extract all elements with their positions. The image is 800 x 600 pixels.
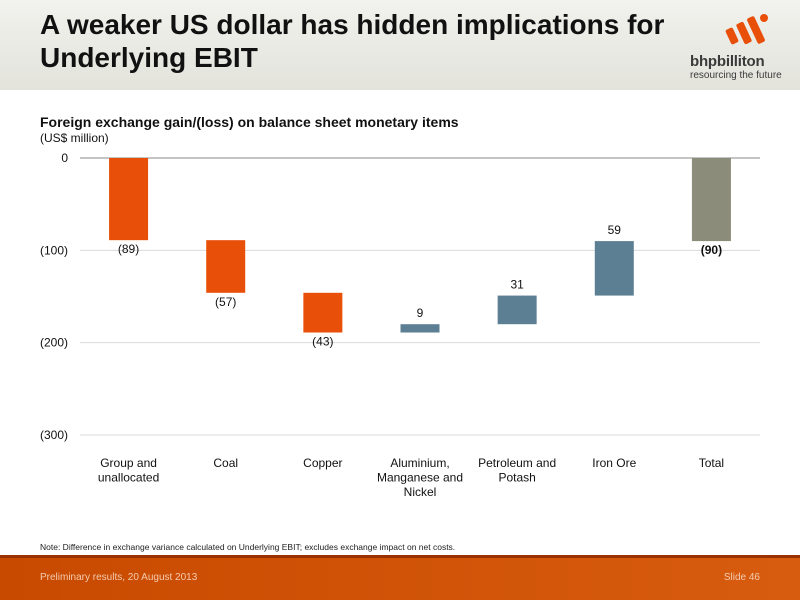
x-category-label: unallocated	[98, 471, 159, 485]
waterfall-bar	[109, 158, 149, 241]
logo-wordmark: bhpbilliton	[690, 53, 765, 70]
data-label: 59	[608, 223, 622, 237]
chart-units: (US$ million)	[40, 131, 109, 145]
waterfall-bar	[206, 240, 246, 293]
x-category-label: Total	[699, 456, 724, 470]
slide-title: A weaker US dollar has hidden implicatio…	[40, 9, 665, 73]
slide-number: Slide 46	[723, 572, 760, 583]
x-category-label: Manganese and	[377, 471, 463, 485]
y-tick-label: (100)	[40, 243, 68, 257]
data-label: (57)	[215, 295, 236, 309]
waterfall-chart: 0 (100) (200) (300) (89) Group andunallocated…	[40, 151, 760, 499]
y-tick-label: 0	[61, 151, 68, 165]
x-category-label: Copper	[303, 456, 342, 470]
waterfall-bar	[594, 241, 634, 296]
x-category-label: Coal	[213, 456, 238, 470]
x-category-label: Nickel	[404, 485, 437, 499]
y-tick-label: (300)	[40, 428, 68, 442]
data-label: (89)	[118, 242, 139, 256]
x-category-label: Aluminium,	[390, 456, 449, 470]
x-category-label: Group and	[100, 456, 157, 470]
slide-footer	[0, 555, 800, 600]
waterfall-bar	[691, 158, 731, 242]
data-label: 9	[417, 306, 424, 320]
waterfall-bar	[497, 295, 537, 325]
company-logo: bhpbilliton resourcing the future	[688, 10, 788, 81]
waterfall-bar	[303, 292, 343, 333]
data-label: 31	[510, 278, 524, 292]
footer-rule	[0, 555, 800, 558]
data-label: (90)	[701, 243, 722, 257]
chart-title: Foreign exchange gain/(loss) on balance …	[40, 114, 459, 130]
logo-tagline: resourcing the future	[690, 70, 782, 81]
x-category-label: Iron Ore	[592, 456, 636, 470]
slide-header: A weaker US dollar has hidden implicatio…	[0, 0, 800, 90]
logo-mark-icon	[725, 14, 768, 45]
footer-date: Preliminary results, 20 August 2013	[40, 572, 198, 583]
x-category-label: Potash	[498, 471, 535, 485]
footnote: Note: Difference in exchange variance ca…	[40, 542, 456, 552]
data-label: (43)	[312, 335, 333, 349]
y-tick-label: (200)	[40, 336, 68, 350]
waterfall-bar	[400, 324, 440, 333]
x-category-label: Petroleum and	[478, 456, 556, 470]
